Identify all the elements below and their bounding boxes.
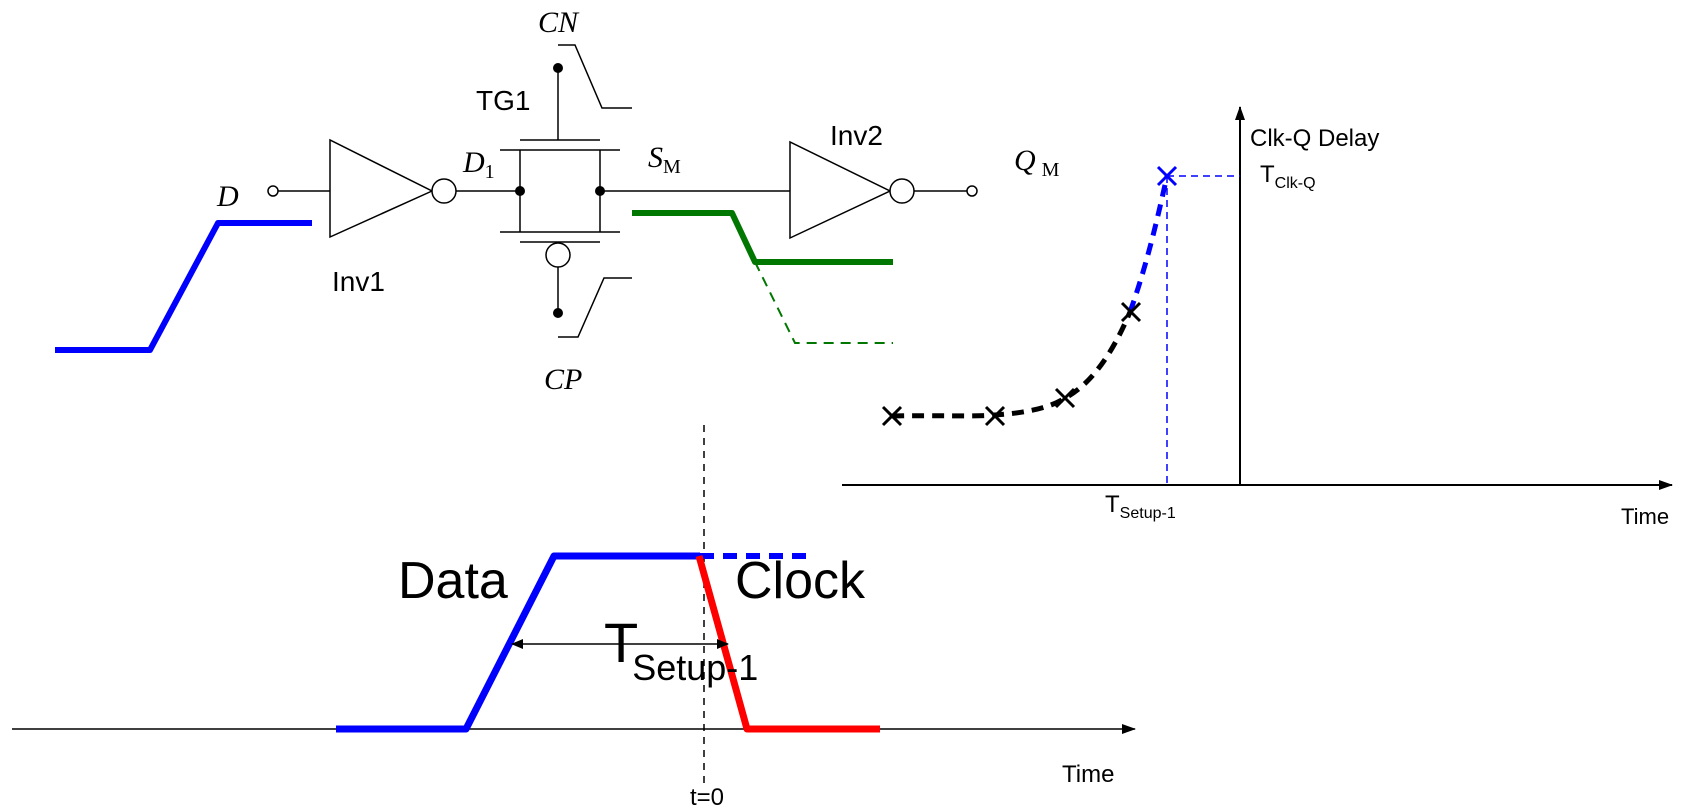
delay-sample-marker: [1054, 387, 1076, 409]
label-clock: Clock: [735, 552, 866, 610]
label-tclkq-sub: Clk-Q: [1275, 175, 1316, 192]
label-timing-time: Time: [1062, 761, 1114, 788]
label-tclkq: TClk-Q: [1260, 161, 1316, 192]
cp-waveform: [558, 277, 632, 338]
label-sm: SM: [648, 141, 681, 178]
cn-waveform: [558, 44, 632, 109]
label-setup-time-main: T: [604, 611, 638, 674]
label-d1-main: D: [462, 146, 485, 179]
label-clkq-delay: Clk-Q Delay: [1250, 125, 1379, 152]
label-sm-main: S: [648, 141, 663, 174]
label-d1: D1: [462, 146, 495, 183]
label-setup-time: TSetup-1: [604, 611, 758, 688]
input-terminal: [267, 185, 279, 197]
transmission-gate-tg1: [500, 70, 620, 313]
label-tsetup-sub: Setup-1: [1120, 505, 1176, 522]
label-sm-sub: M: [663, 156, 681, 178]
clock-waveform: [695, 555, 880, 733]
label-setup-time-sub: Setup-1: [632, 647, 758, 688]
label-delay-time: Time: [1621, 504, 1669, 529]
output-terminal: [966, 185, 978, 197]
sm-waveform-dashed: [754, 261, 893, 344]
delay-sample-marker: [984, 405, 1006, 427]
label-inv1: Inv1: [332, 266, 385, 297]
label-d: D: [216, 180, 239, 213]
cp-gate-node: [553, 308, 563, 318]
delay-sample-marker: [881, 405, 903, 427]
label-d1-sub: 1: [485, 161, 495, 183]
delay-curve-blue: [1127, 175, 1170, 313]
delay-curve-black: [891, 311, 1133, 419]
label-cp: CP: [544, 363, 582, 396]
sm-waveform-solid: [632, 210, 893, 265]
inverter-inv2: [789, 140, 915, 240]
label-qm-main: Q: [1014, 144, 1036, 177]
label-tsetup: TSetup-1: [1105, 491, 1176, 522]
delay-sample-marker-failure: [1156, 165, 1178, 187]
data-waveform: [336, 552, 700, 733]
label-tclkq-main: T: [1260, 161, 1275, 188]
timing-diagram: Data Clock TSetup-1 Time t=0: [12, 425, 1136, 809]
label-tg1: TG1: [476, 85, 530, 116]
delay-sample-marker: [1120, 301, 1142, 323]
inverter-inv1: [329, 138, 457, 239]
cn-gate-node: [553, 63, 563, 73]
label-inv2: Inv2: [830, 120, 883, 151]
label-t0: t=0: [690, 784, 724, 809]
label-cn: CN: [538, 6, 580, 39]
label-qm-sub: M: [1042, 159, 1060, 181]
d-input-waveform: [55, 220, 312, 353]
label-tsetup-main: T: [1105, 491, 1120, 518]
clkq-delay-plot: Clk-Q Delay TClk-Q TSetup-1 Time: [842, 106, 1673, 529]
label-data: Data: [398, 552, 508, 610]
